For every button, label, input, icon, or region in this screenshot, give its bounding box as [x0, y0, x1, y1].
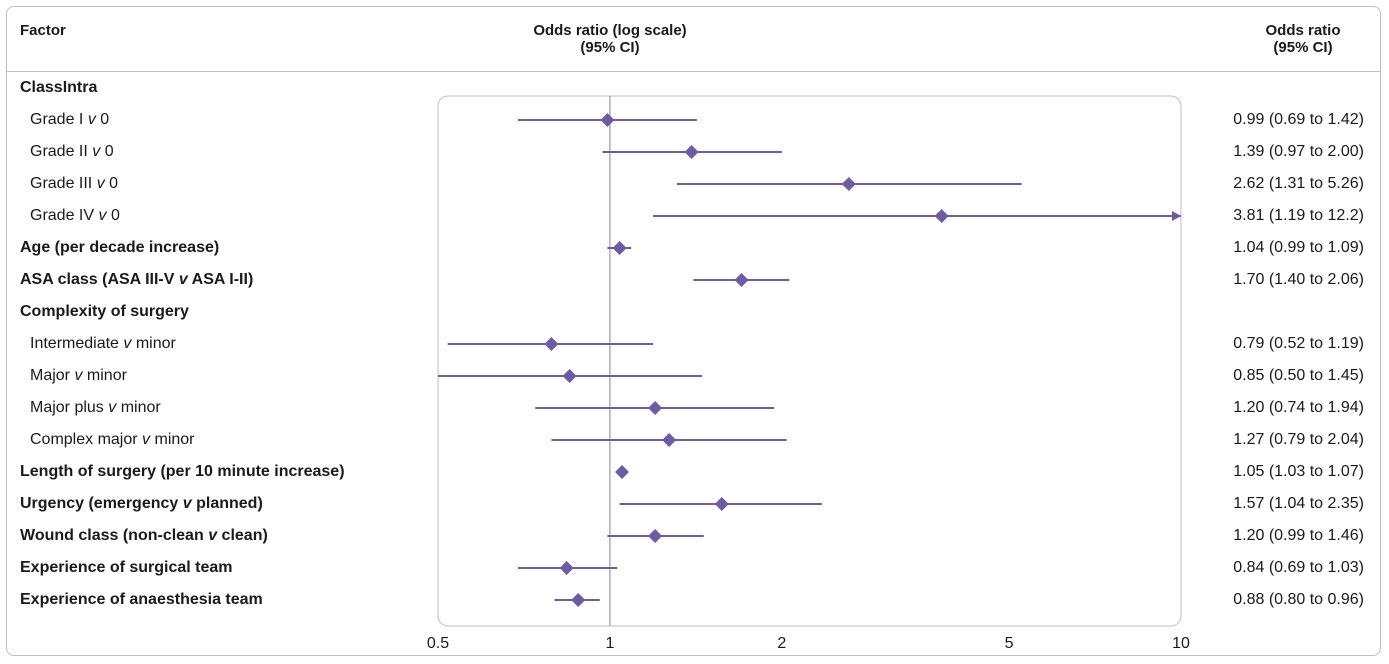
row-label: Grade I v 0 — [30, 111, 110, 128]
row-label: ASA class (ASA III-V v ASA I-II) — [20, 271, 254, 288]
row-label: Length of surgery (per 10 minute increas… — [20, 463, 345, 480]
point-estimate — [612, 241, 627, 255]
row-odds-ratio-text: 1.57 (1.04 to 2.35) — [1233, 495, 1364, 512]
row-odds-ratio-text: 1.20 (0.74 to 1.94) — [1233, 399, 1364, 416]
row-label: Grade II v 0 — [30, 143, 114, 160]
ci-arrow — [1172, 211, 1181, 221]
point-estimate — [934, 209, 949, 223]
x-tick-label: 1 — [605, 635, 614, 652]
point-estimate — [600, 113, 615, 127]
plot-column-header: Odds ratio (log scale) (95% CI) — [0, 22, 1220, 56]
row-odds-ratio-text: 3.81 (1.19 to 12.2) — [1233, 207, 1364, 224]
row-odds-ratio-text: 0.79 (0.52 to 1.19) — [1233, 335, 1364, 352]
row-odds-ratio-text: 1.27 (0.79 to 2.04) — [1233, 431, 1364, 448]
header-divider — [6, 71, 1381, 72]
row-odds-ratio-text: 1.05 (1.03 to 1.07) — [1233, 463, 1364, 480]
row-label: Urgency (emergency v planned) — [20, 495, 263, 512]
x-tick-label: 2 — [777, 635, 786, 652]
odds-ratio-column-header: Odds ratio (95% CI) — [1243, 22, 1363, 56]
point-estimate — [571, 593, 586, 607]
plot-header-line1: Odds ratio (log scale) — [533, 22, 687, 39]
point-estimate — [648, 529, 663, 543]
plot-area — [437, 95, 1182, 627]
row-odds-ratio-text: 1.04 (0.99 to 1.09) — [1233, 239, 1364, 256]
row-label: Age (per decade increase) — [20, 239, 220, 256]
x-tick-label: 0.5 — [427, 635, 449, 652]
row-label: Experience of anaesthesia team — [20, 591, 263, 608]
factor-column-header: Factor — [20, 22, 66, 39]
row-label: Major plus v minor — [30, 399, 161, 416]
or-header-line1: Odds ratio — [1265, 22, 1341, 39]
point-estimate — [562, 369, 577, 383]
row-label: Complex major v minor — [30, 431, 195, 448]
row-label: Grade IV v 0 — [30, 207, 120, 224]
row-label: Complexity of surgery — [20, 303, 189, 320]
row-label: Experience of surgical team — [20, 559, 233, 576]
point-estimate — [648, 401, 663, 415]
row-odds-ratio-text: 0.85 (0.50 to 1.45) — [1233, 367, 1364, 384]
or-header-line2: (95% CI) — [1273, 39, 1333, 56]
point-estimate — [662, 433, 677, 447]
figure-frame — [6, 6, 1381, 656]
row-label: Major v minor — [30, 367, 127, 384]
point-estimate — [714, 497, 729, 511]
row-label: Wound class (non-clean v clean) — [20, 527, 268, 544]
point-estimate — [684, 145, 699, 159]
point-estimate — [734, 273, 749, 287]
row-odds-ratio-text: 1.70 (1.40 to 2.06) — [1233, 271, 1364, 288]
point-estimate — [841, 177, 856, 191]
row-odds-ratio-text: 0.84 (0.69 to 1.03) — [1233, 559, 1364, 576]
point-estimate — [559, 561, 574, 575]
x-tick-label: 10 — [1172, 635, 1190, 652]
point-estimate — [615, 465, 630, 479]
row-odds-ratio-text: 0.88 (0.80 to 0.96) — [1233, 591, 1364, 608]
row-label: Grade III v 0 — [30, 175, 119, 192]
plot-header-line2: (95% CI) — [580, 39, 640, 56]
row-label: ClassIntra — [20, 79, 98, 96]
row-odds-ratio-text: 0.99 (0.69 to 1.42) — [1233, 111, 1364, 128]
row-label: Intermediate v minor — [30, 335, 176, 352]
x-tick-label: 5 — [1005, 635, 1014, 652]
row-odds-ratio-text: 1.39 (0.97 to 2.00) — [1233, 143, 1364, 160]
point-estimate — [544, 337, 559, 351]
row-odds-ratio-text: 1.20 (0.99 to 1.46) — [1233, 527, 1364, 544]
row-odds-ratio-text: 2.62 (1.31 to 5.26) — [1233, 175, 1364, 192]
